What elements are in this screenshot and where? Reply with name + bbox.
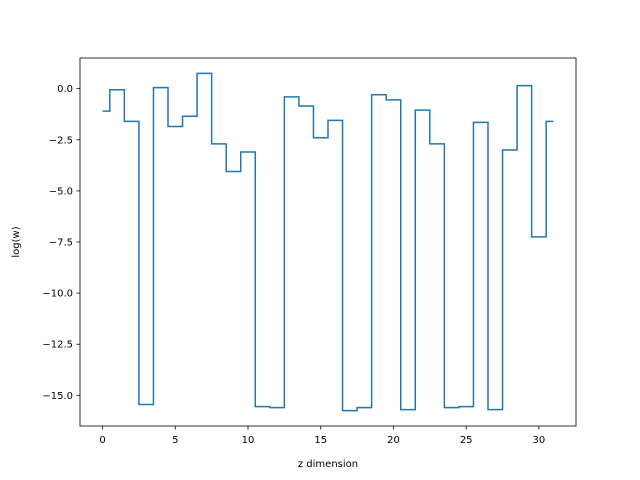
series-layer bbox=[102, 72, 554, 412]
series-line-0 bbox=[102, 72, 554, 412]
y-tick-label: −10.0 bbox=[42, 289, 73, 300]
x-tick-label: 15 bbox=[314, 435, 327, 446]
x-tick-label: 20 bbox=[387, 435, 400, 446]
plot-area bbox=[80, 58, 576, 426]
x-tick-label: 5 bbox=[172, 435, 178, 446]
y-axis: 0.0 −2.5 −5.0 −7.5 −10.0 −12.5 −15.0 bbox=[42, 84, 80, 402]
x-tick-label: 0 bbox=[99, 435, 105, 446]
y-tick-label: −7.5 bbox=[49, 238, 73, 249]
y-tick-label: −12.5 bbox=[42, 340, 73, 351]
x-tick-label: 10 bbox=[242, 435, 255, 446]
y-axis-label: log(w) bbox=[11, 226, 22, 257]
y-tick-label: −5.0 bbox=[49, 186, 73, 197]
x-axis: 0 5 10 15 20 25 30 bbox=[99, 426, 545, 446]
x-axis-label: z dimension bbox=[298, 459, 358, 470]
x-tick-label: 30 bbox=[533, 435, 546, 446]
y-tick-label: −2.5 bbox=[49, 135, 73, 146]
y-tick-label: 0.0 bbox=[57, 84, 73, 95]
y-tick-label: −15.0 bbox=[42, 391, 73, 402]
x-tick-label: 25 bbox=[460, 435, 473, 446]
